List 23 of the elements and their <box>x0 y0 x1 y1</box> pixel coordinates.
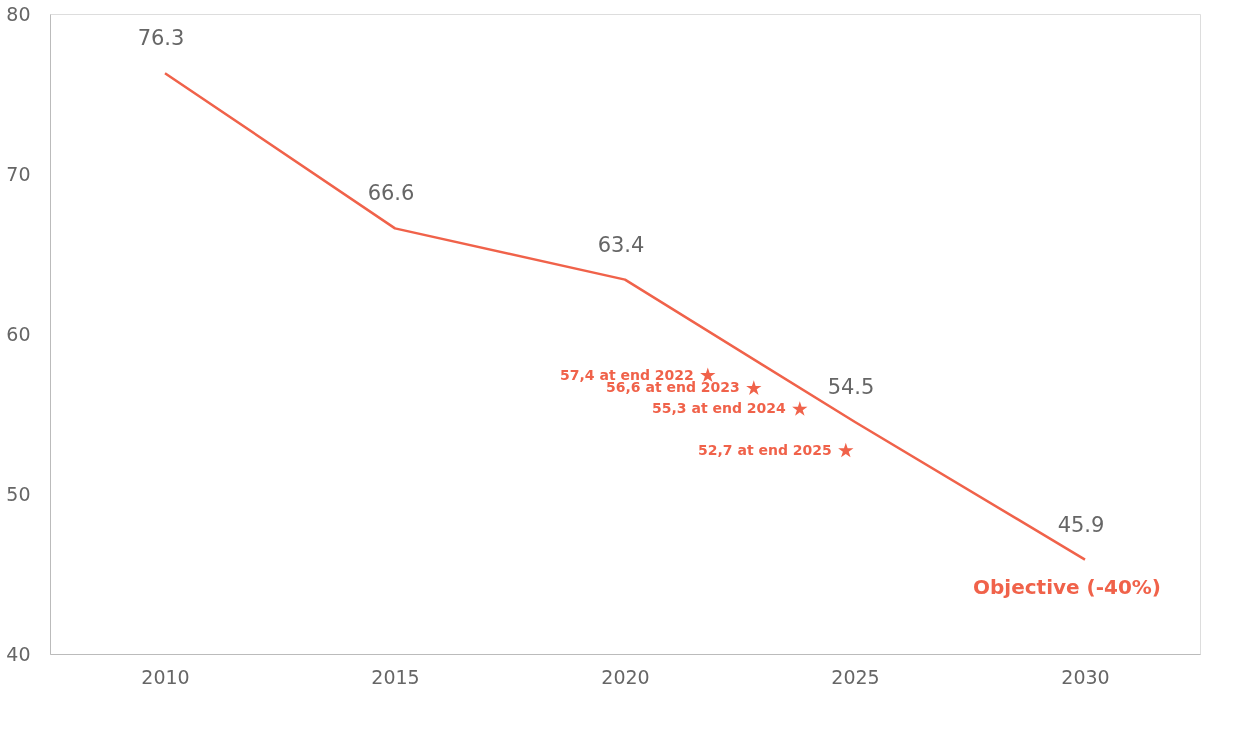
point <box>700 367 716 383</box>
data-label: 76.3 <box>137 26 185 51</box>
data-label: 54.5 <box>827 375 875 399</box>
x-tick-label: 2010 <box>141 665 190 688</box>
point <box>838 442 854 458</box>
point <box>746 380 762 395</box>
y-tick-label: 60 <box>6 322 31 345</box>
x-tick-label: 2015 <box>371 665 420 688</box>
data-label: 56,6 at end 2023 <box>606 379 740 396</box>
y-tick-label: 80 <box>6 2 31 25</box>
data-label: 63.4 <box>597 232 645 257</box>
data-label: 55,3 at end 2024 <box>652 400 787 417</box>
x-tick-label: 2030 <box>1061 665 1110 688</box>
y-tick-label: 50 <box>6 482 31 505</box>
point <box>792 401 808 416</box>
x-tick-label: 2025 <box>831 665 880 688</box>
data-label: 66.6 <box>367 181 415 206</box>
x-tick-label: 2020 <box>601 665 650 688</box>
data-label: 45.9 <box>1057 512 1105 537</box>
y-tick-label: 40 <box>6 642 31 665</box>
data-label: 52,7 at end 2025 <box>698 441 832 458</box>
annotation: Objective (-40%) <box>972 574 1162 599</box>
y-tick-label: 70 <box>6 162 31 185</box>
